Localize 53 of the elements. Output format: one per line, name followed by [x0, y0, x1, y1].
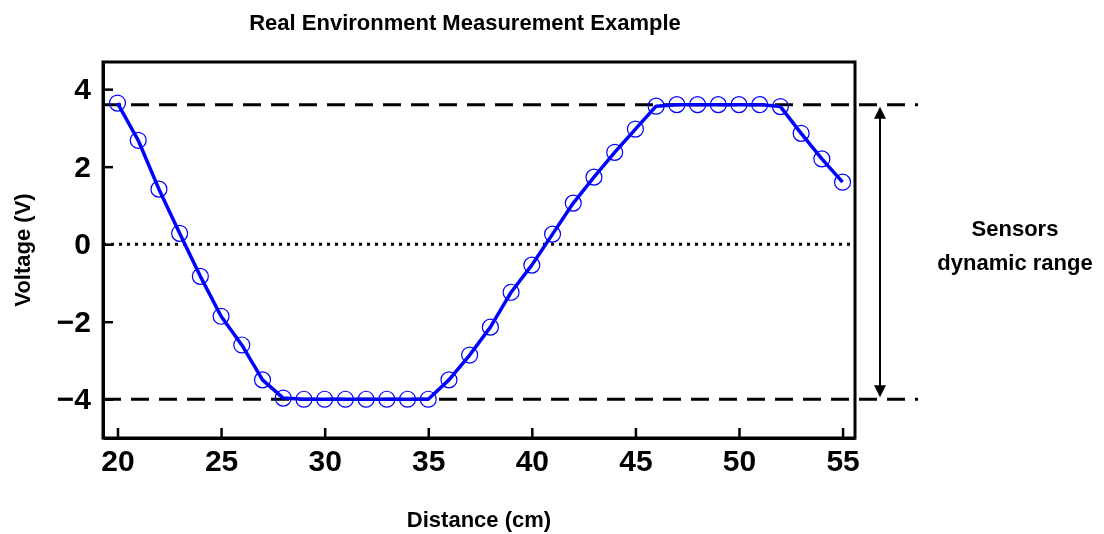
point [440, 371, 458, 389]
point [274, 389, 292, 407]
point [792, 124, 810, 142]
x-tick-label: 55 [826, 444, 860, 478]
x-tick-label: 25 [204, 444, 239, 478]
y-tick-label: 4 [74, 72, 92, 106]
x-tick-label: 30 [308, 444, 342, 478]
point [378, 390, 396, 408]
y-tick-label: −2 [56, 304, 91, 338]
point [108, 94, 127, 112]
point [813, 150, 831, 168]
y-tick-label: 2 [74, 149, 91, 183]
point [253, 371, 272, 389]
point [171, 224, 189, 242]
point [212, 307, 230, 325]
point [398, 390, 417, 408]
x-tick-label: 35 [412, 444, 446, 478]
x-axis-title: Distance (cm) [406, 507, 552, 532]
point [709, 96, 727, 114]
point [461, 346, 479, 364]
point [481, 318, 499, 336]
point [523, 256, 541, 274]
y-tick-label: −4 [56, 382, 92, 416]
point [150, 180, 168, 198]
point [336, 390, 354, 408]
point [668, 96, 686, 114]
y-tick-label: 0 [74, 227, 91, 261]
chart-title: Real Environment Measurement Example [249, 10, 681, 35]
point [129, 131, 147, 149]
point [688, 96, 707, 114]
x-tick-label: 40 [515, 444, 550, 478]
point [543, 225, 562, 243]
point [751, 96, 769, 114]
point [833, 173, 852, 191]
point [626, 120, 644, 138]
point [502, 283, 520, 301]
point [233, 336, 251, 354]
point [585, 168, 603, 186]
y-axis-title: Voltage (V) [10, 193, 35, 307]
point [357, 390, 375, 408]
point [316, 390, 334, 408]
x-tick-label: 50 [722, 444, 757, 478]
point [606, 143, 624, 161]
point [191, 267, 209, 285]
point [295, 390, 313, 408]
x-tick-label: 45 [619, 444, 653, 478]
point [647, 97, 665, 115]
point [564, 194, 582, 212]
text: Sensors dynamic range [937, 216, 1093, 275]
point [771, 98, 789, 116]
point [419, 390, 437, 408]
point [730, 96, 748, 114]
x-tick-label: 20 [101, 444, 135, 478]
